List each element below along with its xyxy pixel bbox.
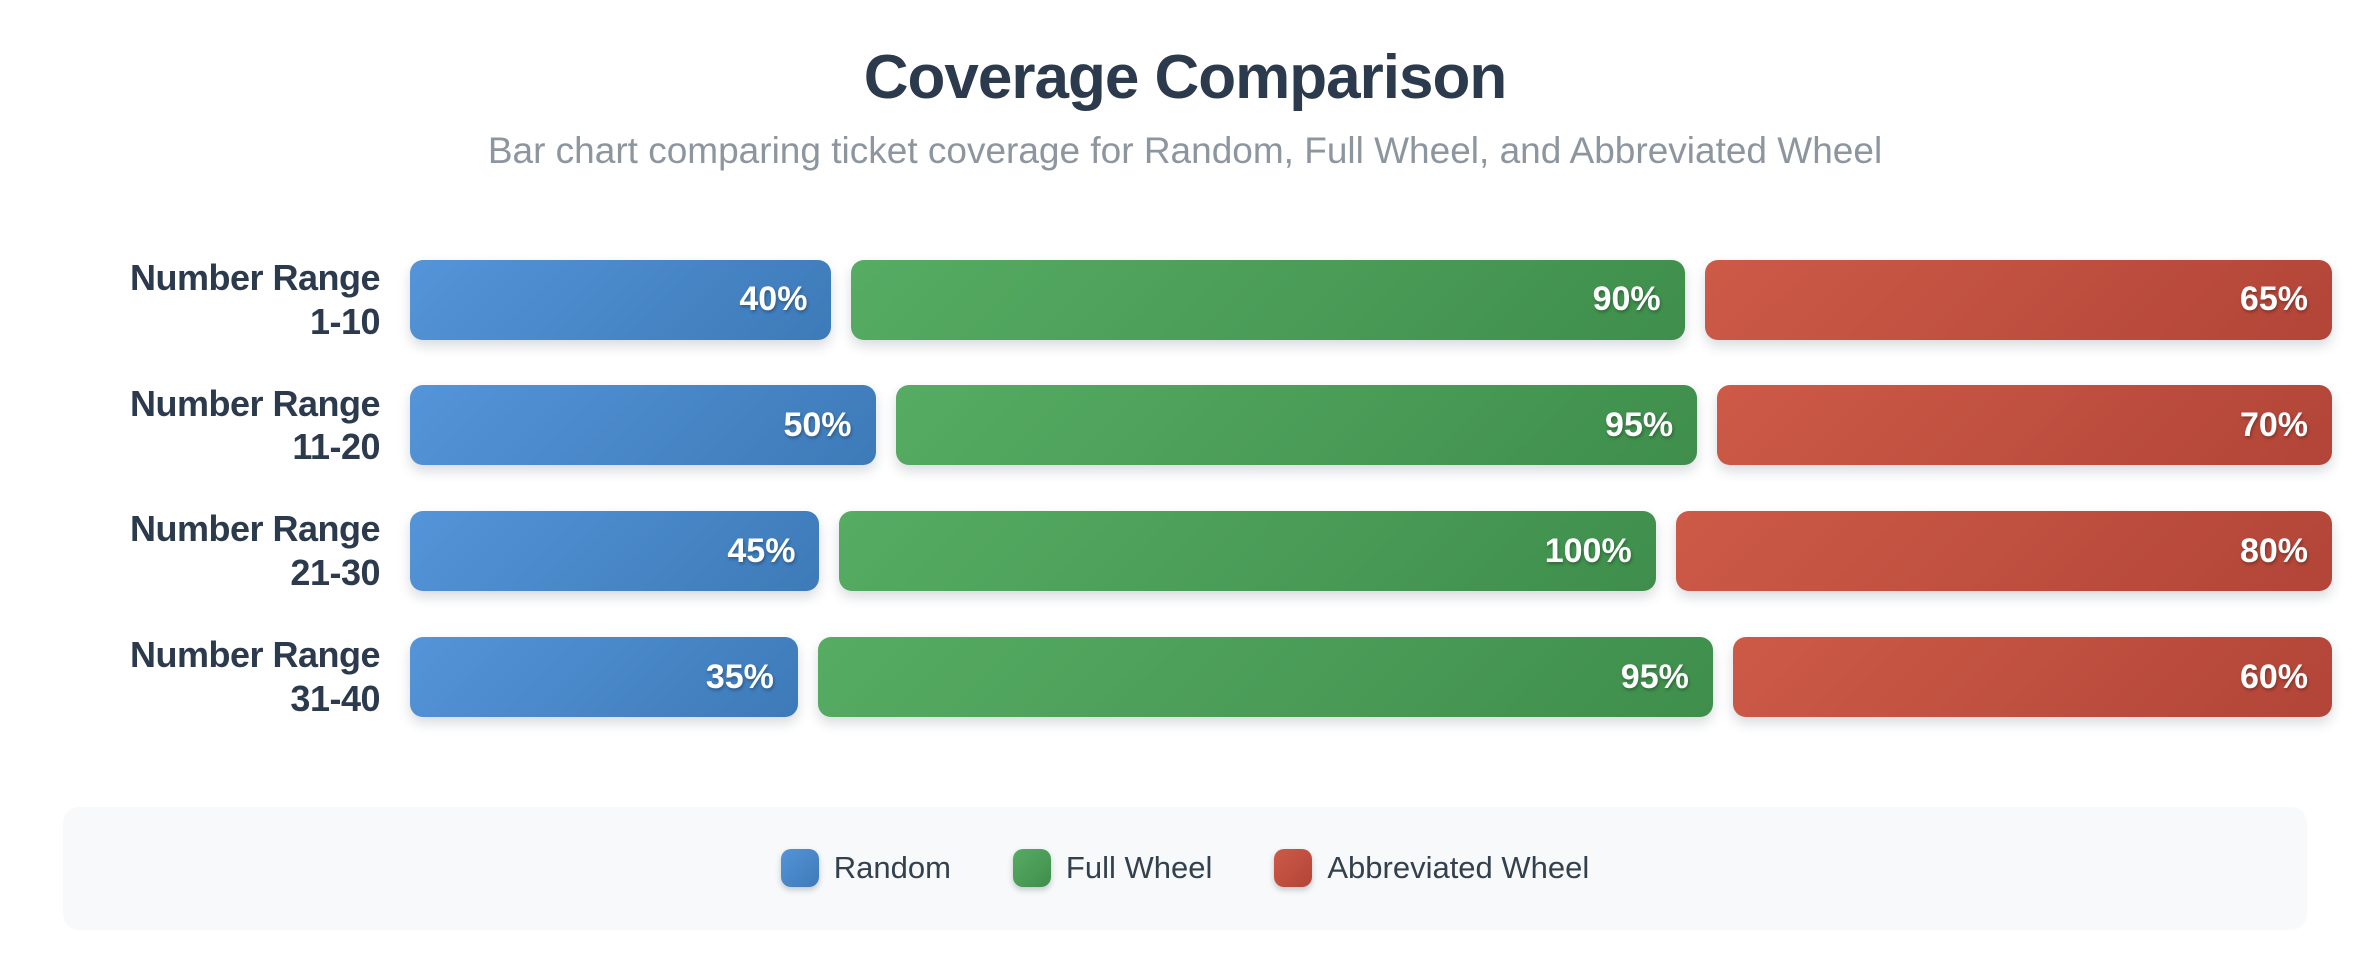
- row-label-line-1: Number Range: [129, 256, 381, 298]
- row-label-line-1: Number Range: [129, 508, 381, 550]
- bar-value-label: 70%: [2239, 405, 2308, 444]
- page-title: Coverage Comparison: [863, 43, 1508, 112]
- bar-value-label: 80%: [2239, 531, 2308, 570]
- row-label: Number Range 21-30: [95, 507, 381, 595]
- row-label: Number Range 31-40: [95, 633, 381, 721]
- bar-random: 50%: [410, 385, 876, 466]
- bar-value-label: 95%: [1605, 405, 1674, 444]
- bar-value-label: 95%: [1620, 657, 1689, 696]
- chart-row-31-40: Number Range 31-40 35% 95% 60%: [95, 633, 2332, 721]
- legend-label: Full Wheel: [1065, 850, 1213, 886]
- legend-label: Abbreviated Wheel: [1327, 850, 1590, 886]
- row-bars: 45% 100% 80%: [410, 511, 2332, 592]
- bar-value-label: 35%: [705, 657, 774, 696]
- row-label: Number Range 1-10: [95, 256, 381, 344]
- row-label-line-2: 31-40: [290, 678, 380, 720]
- chart-row-11-20: Number Range 11-20 50% 95% 70%: [95, 382, 2332, 470]
- bar-full-wheel: 90%: [851, 259, 1685, 340]
- bar-abbreviated-wheel: 70%: [1717, 385, 2332, 466]
- page-subtitle: Bar chart comparing ticket coverage for …: [487, 130, 1883, 172]
- legend-item-full-wheel[interactable]: Full Wheel: [1012, 849, 1213, 888]
- row-label-line-2: 1-10: [309, 300, 381, 342]
- bar-value-label: 45%: [727, 531, 796, 570]
- bar-chart: Number Range 1-10 40% 90% 65% Number Range 11-…: [95, 256, 2332, 721]
- bar-value-label: 100%: [1544, 531, 1632, 570]
- row-label-line-1: Number Range: [129, 634, 381, 676]
- legend-swatch-abbreviated-wheel: [1274, 849, 1313, 888]
- row-label: Number Range 11-20: [95, 382, 381, 470]
- legend-swatch-random: [780, 849, 819, 888]
- bar-full-wheel: 95%: [817, 637, 1713, 718]
- bar-random: 35%: [410, 637, 798, 718]
- bar-value-label: 90%: [1592, 280, 1661, 319]
- bar-full-wheel: 100%: [839, 511, 1656, 592]
- row-label-line-1: Number Range: [129, 382, 381, 424]
- bar-abbreviated-wheel: 65%: [1704, 259, 2332, 340]
- legend-label: Random: [833, 850, 951, 886]
- legend-swatch-full-wheel: [1012, 849, 1051, 888]
- row-bars: 35% 95% 60%: [410, 637, 2332, 718]
- bar-abbreviated-wheel: 60%: [1732, 637, 2332, 718]
- coverage-comparison-page: Coverage Comparison Bar chart comparing …: [0, 42, 2370, 966]
- bar-value-label: 60%: [2239, 657, 2308, 696]
- chart-row-1-10: Number Range 1-10 40% 90% 65%: [95, 256, 2332, 344]
- legend-item-random[interactable]: Random: [780, 849, 951, 888]
- row-label-line-2: 21-30: [290, 552, 380, 594]
- bar-abbreviated-wheel: 80%: [1675, 511, 2332, 592]
- row-bars: 40% 90% 65%: [410, 259, 2332, 340]
- bar-random: 40%: [410, 259, 832, 340]
- bar-full-wheel: 95%: [895, 385, 1698, 466]
- chart-row-21-30: Number Range 21-30 45% 100% 80%: [95, 507, 2332, 595]
- row-bars: 50% 95% 70%: [410, 385, 2332, 466]
- bar-random: 45%: [410, 511, 820, 592]
- bar-value-label: 40%: [739, 280, 808, 319]
- bar-value-label: 50%: [783, 405, 852, 444]
- chart-legend: Random Full Wheel Abbreviated Wheel: [63, 806, 2307, 930]
- legend-item-abbreviated-wheel[interactable]: Abbreviated Wheel: [1274, 849, 1590, 888]
- row-label-line-2: 11-20: [292, 426, 380, 468]
- bar-value-label: 65%: [2239, 280, 2308, 319]
